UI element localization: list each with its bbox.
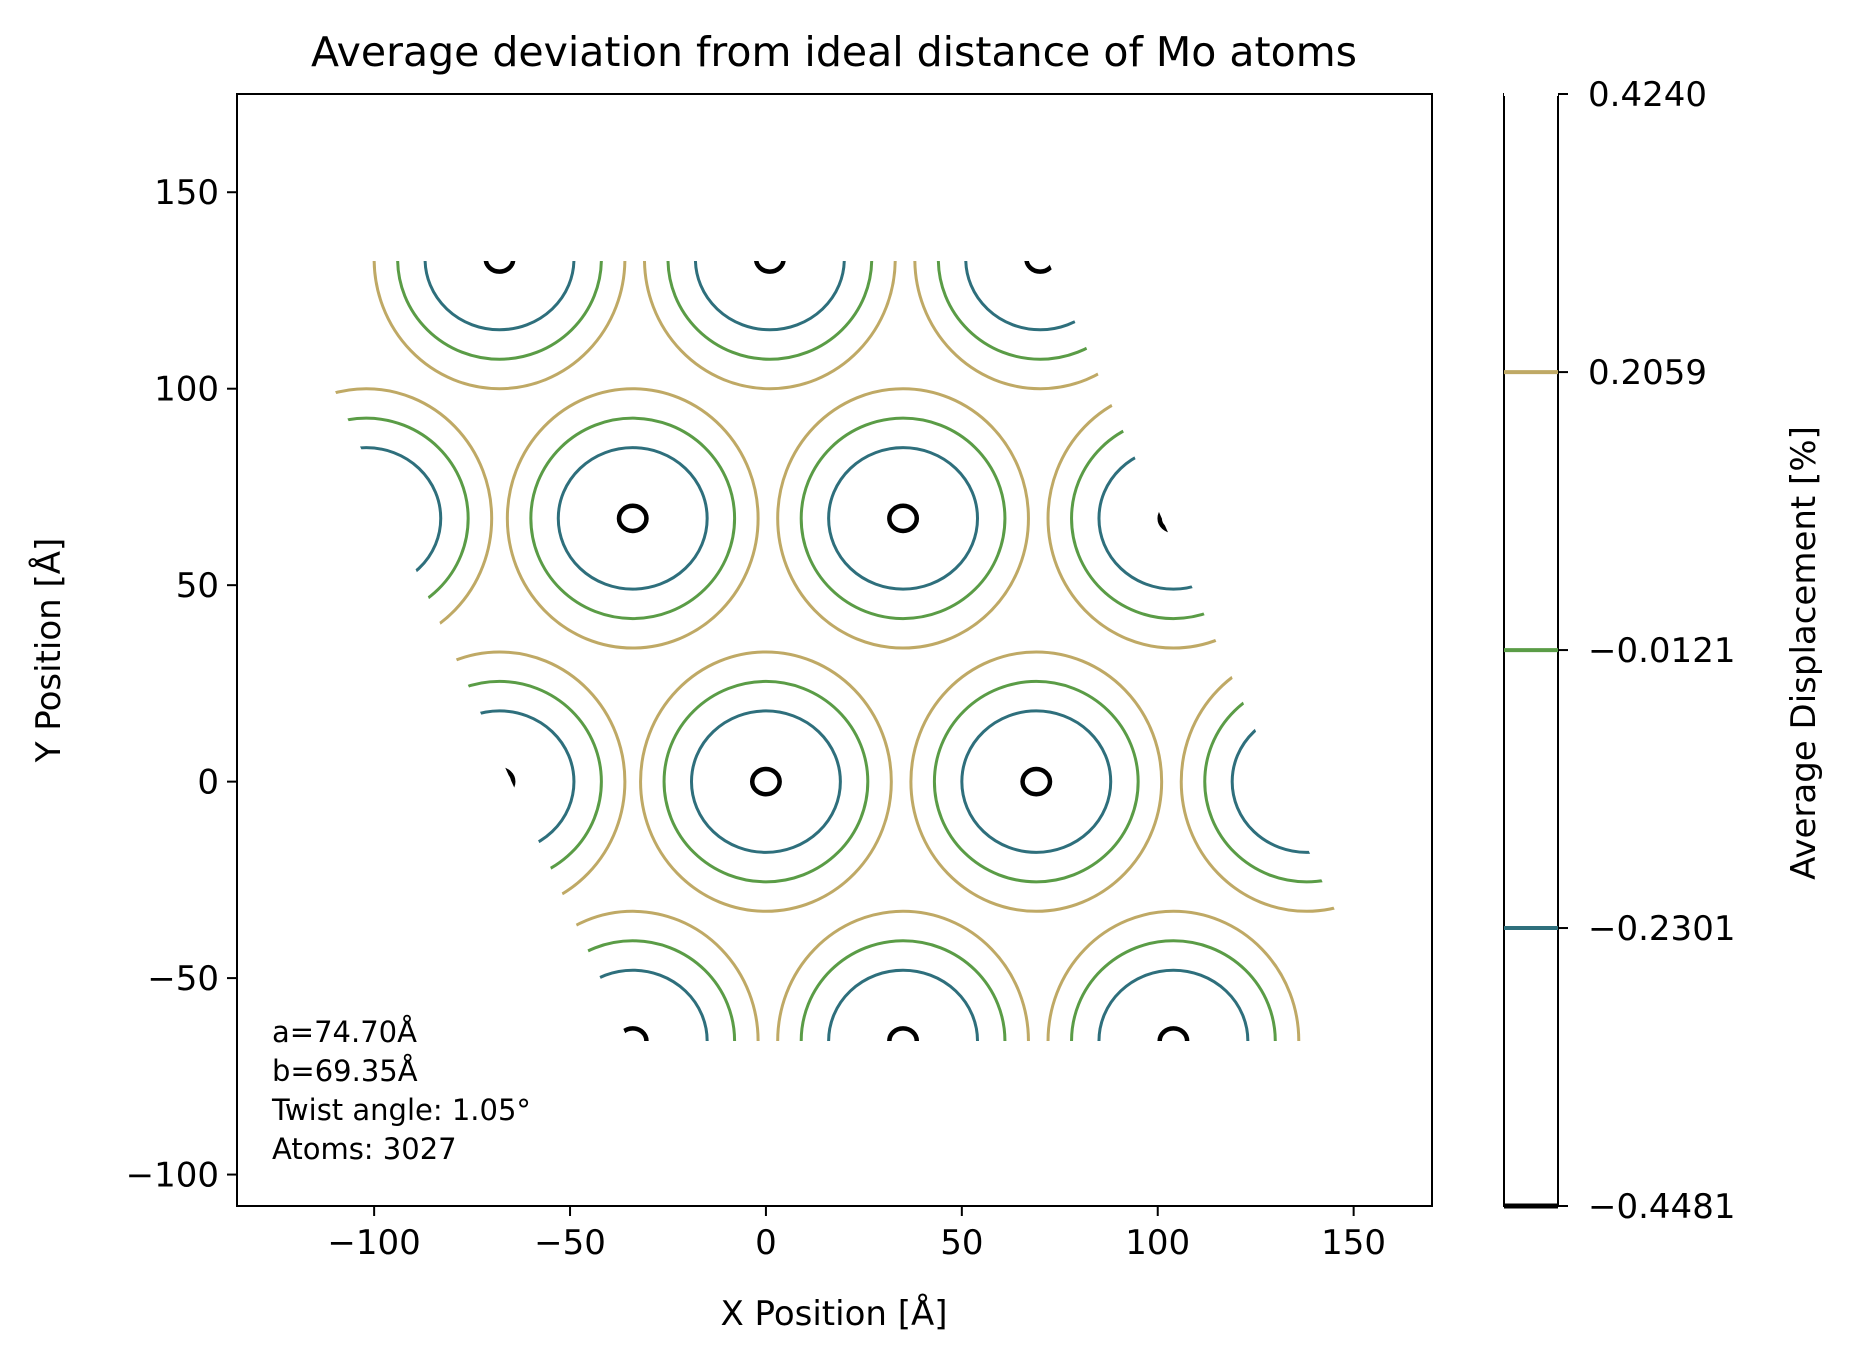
contour-tan [1046, 387, 1301, 650]
contour-tan [776, 909, 1030, 1041]
contour-teal [964, 260, 1117, 332]
x-tick-label: 150 [1321, 1223, 1386, 1263]
annotation-box: a=74.70Å b=69.35Å Twist angle: 1.05° Atoms:… [271, 1015, 531, 1166]
contour-tan [909, 650, 1164, 913]
contour-tan [913, 260, 1168, 391]
x-tick-label: 100 [1125, 1223, 1190, 1263]
contour-black [749, 766, 782, 797]
annotation-line: a=74.70Å [272, 1015, 417, 1049]
contour-tan [276, 387, 494, 650]
contour-green [396, 260, 603, 361]
y-tick-label: 50 [176, 566, 219, 606]
contour-green [529, 939, 737, 1041]
contour-green [529, 416, 737, 621]
y-tick-label: 150 [154, 173, 219, 213]
annotation-line: Atoms: 3027 [272, 1132, 457, 1166]
contour-tan [776, 387, 1030, 650]
contour-black [616, 503, 649, 534]
plot-frame [236, 93, 1433, 1207]
contour-green [799, 939, 1007, 1041]
contour-green [936, 260, 1144, 361]
colorbar-tick-label: −0.4481 [1588, 1187, 1735, 1227]
y-tick-label: −100 [126, 1156, 219, 1196]
colorbar-tick-label: −0.0121 [1588, 631, 1735, 671]
contour-black [753, 260, 786, 274]
contour-teal [960, 709, 1113, 854]
contour-tan [505, 909, 760, 1041]
annotation-line: Twist angle: 1.05° [271, 1093, 531, 1127]
contour-black [1157, 503, 1190, 534]
contour-black [483, 766, 516, 797]
contour-black [483, 260, 516, 274]
contour-black [1290, 766, 1323, 797]
contour-tan [505, 387, 760, 650]
contour-green [666, 260, 874, 361]
contour-teal [689, 709, 842, 854]
contour-teal [556, 446, 709, 591]
contour-black [887, 1026, 920, 1041]
colorbar-tick-label: −0.2301 [1588, 909, 1735, 949]
contour-teal [1097, 968, 1250, 1041]
contour-teal [290, 446, 443, 591]
annotation-line: b=69.35Å [272, 1054, 418, 1088]
x-axis: −100 −50 0 50 100 150 [327, 1206, 1386, 1263]
y-tick-label: 100 [154, 370, 219, 410]
contour-black [887, 503, 920, 534]
contour-teal [1230, 709, 1383, 854]
x-tick-label: −100 [327, 1223, 420, 1263]
contour-green [799, 416, 1007, 621]
contour-teal [556, 968, 709, 1041]
contour-plot [276, 260, 1393, 1041]
x-axis-label: X Position [Å] [720, 1293, 947, 1334]
contour-black [1020, 766, 1053, 797]
contour-tan [1046, 909, 1301, 1041]
contour-tan [642, 260, 897, 391]
colorbar-tick-label: 0.4240 [1588, 75, 1707, 115]
contour-teal [423, 709, 576, 854]
contour-green [932, 679, 1140, 884]
colorbar: −0.4481 −0.2301 −0.0121 0.2059 0.4240 [1503, 75, 1735, 1227]
contour-teal [693, 260, 846, 332]
contour-black [1157, 1026, 1190, 1041]
contour-black [1024, 260, 1057, 274]
x-tick-label: 50 [940, 1223, 983, 1263]
contour-teal [1097, 446, 1250, 591]
contour-teal [827, 968, 980, 1041]
contour-black [350, 503, 383, 534]
contour-teal [827, 446, 980, 591]
contour-black [616, 1026, 649, 1041]
contour-green [1070, 939, 1277, 1041]
y-tick-label: 0 [197, 763, 219, 803]
contour-green [662, 679, 870, 884]
y-tick-label: −50 [147, 959, 219, 999]
colorbar-tick-label: 0.2059 [1588, 353, 1707, 393]
chart-title: Average deviation from ideal distance of… [311, 28, 1357, 76]
contour-tan [639, 650, 893, 913]
contour-teal [423, 260, 576, 332]
contour-tan [372, 650, 627, 913]
y-axis: −100 −50 0 50 100 150 [126, 173, 237, 1196]
contour-tan [1179, 650, 1393, 913]
x-tick-label: 0 [755, 1223, 777, 1263]
contour-tan [372, 260, 627, 391]
x-tick-label: −50 [534, 1223, 606, 1263]
y-axis-label: Y Position [Å] [28, 538, 69, 764]
colorbar-label: Average Displacement [%] [1784, 426, 1824, 880]
